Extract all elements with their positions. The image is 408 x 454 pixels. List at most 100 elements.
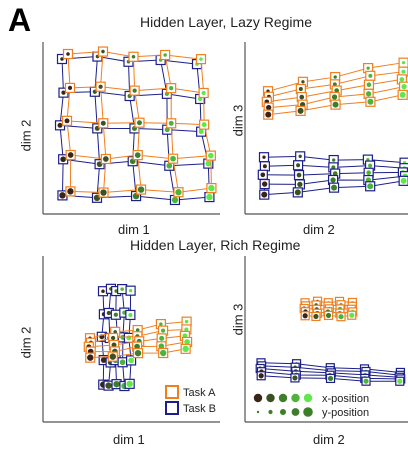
task-a-point [184,319,189,324]
task-a-point [367,98,374,105]
task-a-point [207,152,214,159]
task-a-point [265,111,272,118]
task-a-point [101,49,105,54]
task-a-point [266,104,272,111]
task-a-point [208,184,215,192]
task-a-point [103,156,109,162]
task-a-point [135,328,140,332]
task-b-point [205,160,212,167]
task-b-legend-label: Task B [183,403,216,415]
task-a-point [332,101,339,108]
task-b-point [59,192,66,199]
task-b-point [327,375,334,382]
task-a-point [366,82,372,88]
task-b-point [367,183,374,190]
x-position-legend-dot [291,393,300,403]
task-b-point [400,177,407,184]
task-a-point [109,353,117,360]
task-a-point [399,77,405,82]
task-b-point [363,378,369,384]
task-a-point [184,327,189,332]
task-b-point [298,154,302,158]
task-a-point [131,55,136,59]
task-b-point [366,170,371,176]
task-a-point [368,73,373,78]
rich-right-xlabel: dim 2 [313,432,345,447]
task-b-point [206,193,213,201]
task-b-point [368,163,373,168]
task-a-point [159,349,167,357]
task-a-point [163,53,167,57]
task-b-point [397,378,403,384]
task-b-point [166,162,173,169]
task-a-point [113,330,117,334]
y-position-legend-dot [268,409,273,415]
task-a-point [98,84,103,89]
task-b-legend-swatch [165,401,179,415]
task-b-point [330,177,336,183]
task-a-point [199,57,203,61]
task-b-point [331,165,336,170]
task-a-point [299,94,305,100]
task-b-point [106,310,111,316]
task-a-point [401,84,407,90]
task-a-point [110,335,116,341]
lazy-left-xlabel: dim 1 [118,222,150,237]
task-b-point [113,312,118,317]
task-b-point [60,156,66,163]
task-a-legend-label: Task A [183,387,216,399]
task-a-point [332,82,337,87]
task-a-point [175,189,182,196]
task-a-point [333,75,337,79]
task-a-point [67,85,73,91]
task-a-point [297,107,304,114]
task-a-point [365,91,372,97]
task-b-point [366,157,370,162]
task-b-point [120,287,124,291]
task-a-legend-swatch [165,385,179,399]
task-a-point [137,186,145,193]
task-b-point [126,335,132,341]
task-b-point [198,129,204,135]
y-position-legend-label: y-position [322,407,369,419]
task-a-point [302,313,308,319]
task-b-point [262,155,266,159]
task-b-point [128,357,134,364]
task-a-point [159,335,165,341]
task-a-point [201,90,206,96]
task-b-point [164,127,170,133]
lazy-right-xlabel: dim 2 [303,222,335,237]
task-b-point [260,172,266,178]
task-a-point [100,189,107,196]
task-a-point [67,188,74,195]
task-a-point [134,349,142,357]
lazy-section-title: Hidden Layer, Lazy Regime [140,14,312,30]
y-position-legend-dot [291,408,300,416]
task-a-point [67,152,74,158]
task-b-point [128,312,133,318]
task-a-point [301,80,305,84]
task-b-point [61,90,66,95]
task-a-point [331,94,338,100]
task-a-point [134,152,141,158]
task-b-point [57,122,63,128]
y-position-legend-dot [303,407,313,417]
task-a-point [111,342,117,348]
task-a-point [182,345,189,353]
task-b-point [105,382,112,389]
task-b-point [294,189,301,196]
task-b-point [296,163,301,168]
task-b-point [101,289,105,293]
y-position-legend-dot [280,409,286,415]
task-b-point [126,380,133,388]
task-b-point [113,380,120,388]
x-position-legend-label: x-position [322,393,369,405]
task-b-point [296,172,302,178]
task-b-point [171,196,179,204]
task-a-point [298,87,303,92]
task-b-point [332,171,338,176]
task-b-point [258,373,264,379]
y-position-legend-dot [256,410,260,414]
